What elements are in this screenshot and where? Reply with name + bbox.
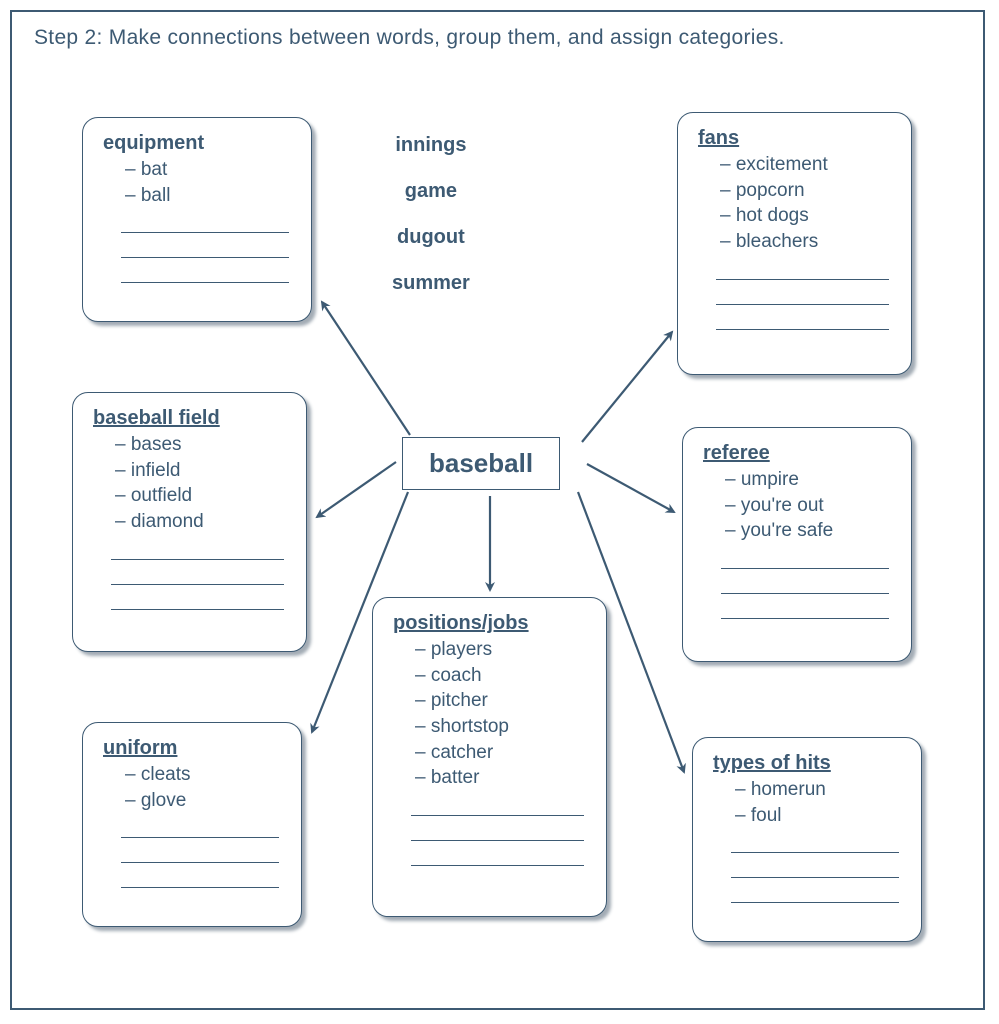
card-item: – excitement [720, 152, 895, 178]
card-item: – outfield [115, 483, 290, 509]
blank-line [411, 801, 584, 816]
card-title: types of hits [713, 752, 905, 775]
blank-line [121, 873, 279, 888]
card-item: – glove [125, 788, 285, 814]
blank-line [716, 290, 889, 305]
blank-line [411, 826, 584, 841]
blank-line [731, 838, 899, 853]
card-item: – shortstop [415, 714, 590, 740]
blank-line [716, 265, 889, 280]
card-fans: fans– excitement– popcorn– hot dogs– ble… [677, 112, 912, 375]
card-title: uniform [103, 737, 285, 760]
blank-line [111, 595, 284, 610]
floating-word: innings [392, 122, 470, 168]
card-item: – bat [125, 157, 295, 183]
floating-word: summer [392, 260, 470, 306]
blank-line [121, 823, 279, 838]
blank-line [721, 554, 889, 569]
card-item: – ball [125, 183, 295, 209]
card-item: – players [415, 637, 590, 663]
card-title: baseball field [93, 407, 290, 430]
blank-line [721, 579, 889, 594]
card-equipment: equipment– bat– ball [82, 117, 312, 322]
card-title: referee [703, 442, 895, 465]
card-item: – you're safe [725, 518, 895, 544]
card-item: – hot dogs [720, 203, 895, 229]
floating-word: game [392, 168, 470, 214]
card-item: – pitcher [415, 688, 590, 714]
card-title: equipment [103, 132, 295, 155]
floating-word: dugout [392, 214, 470, 260]
card-item: – cleats [125, 762, 285, 788]
card-title: fans [698, 127, 895, 150]
card-item: – bleachers [720, 229, 895, 255]
blank-line [121, 268, 289, 283]
card-positions-jobs: positions/jobs– players– coach– pitcher–… [372, 597, 607, 917]
blank-line [731, 888, 899, 903]
card-item: – popcorn [720, 178, 895, 204]
card-types-of-hits: types of hits– homerun– foul [692, 737, 922, 942]
diagram-frame: Step 2: Make connections between words, … [10, 10, 985, 1010]
card-item: – homerun [735, 777, 905, 803]
blank-line [121, 243, 289, 258]
blank-line [121, 848, 279, 863]
card-item: – bases [115, 432, 290, 458]
blank-line [731, 863, 899, 878]
card-uniform: uniform– cleats– glove [82, 722, 302, 927]
card-item: – batter [415, 765, 590, 791]
card-item: – you're out [725, 493, 895, 519]
card-item: – umpire [725, 467, 895, 493]
blank-line [111, 570, 284, 585]
card-item: – catcher [415, 740, 590, 766]
blank-line [716, 315, 889, 330]
blank-line [721, 604, 889, 619]
card-item: – infield [115, 458, 290, 484]
card-baseball-field: baseball field– bases– infield– outfield… [72, 392, 307, 652]
card-item: – foul [735, 803, 905, 829]
blank-line [411, 851, 584, 866]
card-title: positions/jobs [393, 612, 590, 635]
card-item: – diamond [115, 509, 290, 535]
blank-line [121, 218, 289, 233]
center-concept: baseball [402, 437, 560, 490]
uncategorized-words: inningsgamedugoutsummer [392, 122, 470, 306]
blank-line [111, 545, 284, 560]
card-referee: referee– umpire– you're out– you're safe [682, 427, 912, 662]
card-item: – coach [415, 663, 590, 689]
instruction-text: Step 2: Make connections between words, … [34, 26, 785, 50]
